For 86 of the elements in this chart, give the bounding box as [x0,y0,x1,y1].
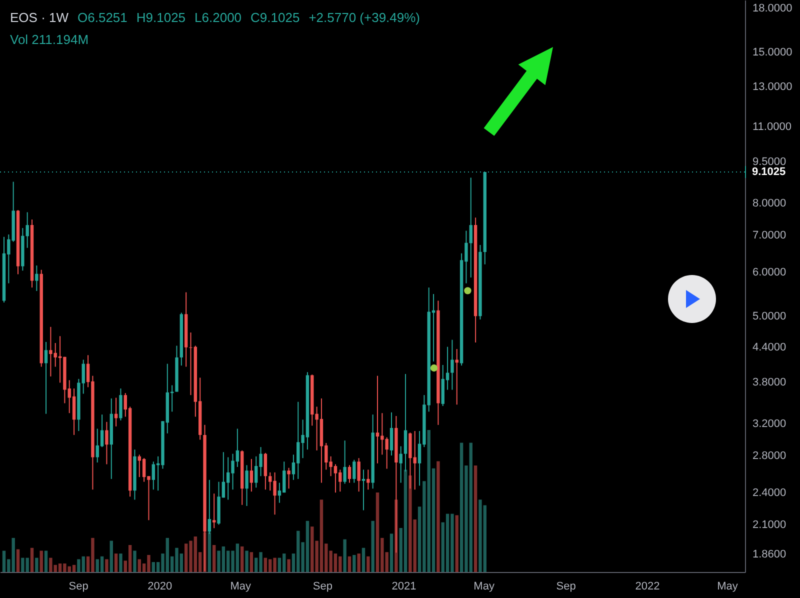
bar [455,515,458,572]
bar [212,545,216,572]
candlestick [352,459,356,484]
y-tick-label: 4.4000 [752,341,786,354]
text: EOS · 1W [10,10,69,25]
y-tick-label: 18.0000 [752,2,792,15]
bar [357,554,360,572]
candlestick [105,421,108,465]
annotation: L6.2000 [194,10,242,25]
candlestick [455,348,458,406]
candlestick [250,458,254,492]
bar [110,540,113,572]
candlestick [390,412,394,456]
bar [240,546,244,572]
x-tick-label: 2022 [635,580,660,592]
y-tick-label: 2.8000 [752,450,786,462]
bar [348,556,352,572]
bar [352,554,356,572]
candlestick [287,467,290,490]
bar [390,534,394,572]
bar [128,545,132,572]
x-tick-label: 2021 [392,580,416,592]
x-tick-label: May [230,580,252,592]
bar [264,558,268,572]
candlestick [399,446,402,484]
bar [72,564,76,572]
x-tick-label: May [474,580,495,592]
bar [287,559,290,572]
y-tick-label: 11.0000 [752,120,792,133]
candlestick [469,177,472,278]
y-tick-label: 2.1000 [752,519,786,532]
candlestick [26,212,29,248]
bar [35,558,38,572]
bar [105,559,108,572]
candlestick [343,440,346,484]
bar [40,550,43,572]
y-tick-label: 7.0000 [752,230,786,242]
y-tick-label: 9.5000 [752,156,786,168]
x-tick-label: Sep [556,580,576,592]
y-tick-label: 3.2000 [752,418,786,430]
x-tick-label: May [717,580,738,592]
candlestick [450,339,454,390]
annotation: C9.1025 [250,10,300,25]
candlestick [362,469,366,511]
bar [133,550,136,572]
bar [366,556,370,572]
candlestick [119,388,122,421]
candlestick [357,458,360,492]
y-tick-label: 6.0000 [752,266,786,279]
candlestick [366,469,370,490]
candlestick [72,388,76,436]
annotation: O6.5251 [78,10,128,25]
bar [250,552,254,572]
bar [44,550,48,572]
y-tick-label: 2.4000 [752,487,786,500]
annotation: H9.1025 [136,10,186,25]
bar [278,558,282,572]
bar [119,554,122,572]
bar [100,556,104,572]
y-tick-label: 5.0000 [752,310,786,323]
bar [362,548,366,572]
y-tick-label: 3.8000 [752,376,786,389]
bar [245,550,248,572]
bar [16,549,20,572]
annotation: +2.5770 (+39.49%) [308,10,420,25]
candlestick [44,341,48,414]
y-tick-label: 15.0000 [752,46,792,58]
bar [371,520,374,572]
y-tick-label: 1.8600 [752,548,786,560]
candlestick [212,493,216,529]
bar [30,548,34,572]
candlestick [348,464,352,484]
x-tick-label: 2020 [148,580,172,592]
candlestick [35,265,38,292]
y-tick-label: 8.0000 [752,198,786,210]
candlestick [264,452,268,490]
bar [114,554,118,572]
annotation: Vol 211.194M [10,32,89,47]
y-tick-label: 13.0000 [752,80,792,93]
bar [436,461,440,572]
bar [343,539,346,572]
ref-line-label: 9.1025 [752,166,786,178]
candlestick [245,464,248,506]
x-tick-label: Sep [312,580,332,592]
bar [474,466,478,572]
x-tick-label: Sep [68,580,88,592]
